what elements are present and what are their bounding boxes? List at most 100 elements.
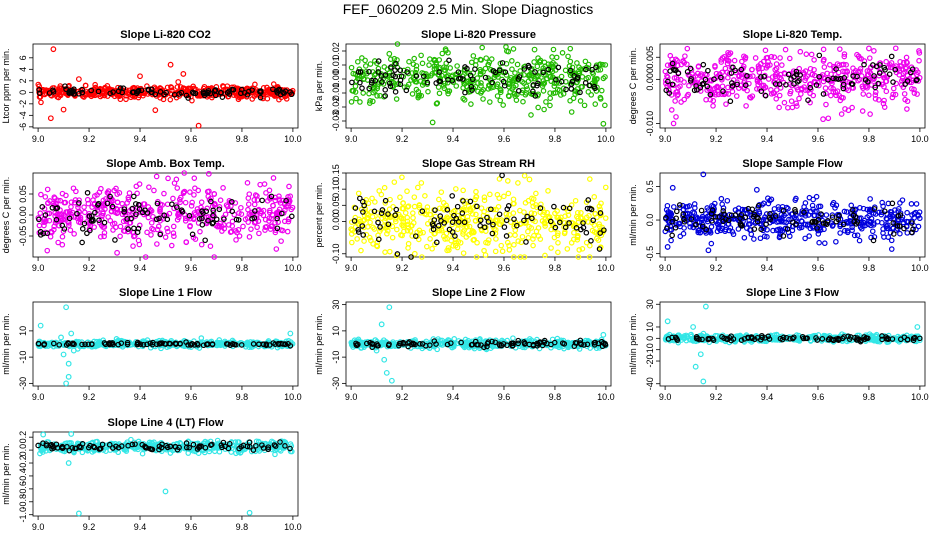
reference-point	[762, 92, 769, 99]
outlier-point	[753, 186, 760, 193]
reference-point	[454, 203, 461, 210]
data-point	[412, 78, 419, 85]
data-point	[71, 231, 77, 237]
data-point	[187, 189, 193, 195]
data-point	[707, 96, 714, 103]
x-tick-label: 9.0	[32, 263, 45, 273]
data-point	[686, 82, 692, 89]
data-point	[443, 60, 450, 67]
data-point	[871, 48, 877, 54]
data-point	[145, 214, 152, 221]
data-point	[381, 184, 388, 191]
outlier-point	[526, 176, 533, 183]
data-point	[914, 91, 920, 97]
y-tick-label: 10	[18, 326, 28, 336]
data-point	[370, 98, 376, 105]
reference-point	[199, 221, 206, 228]
data-point	[468, 59, 475, 66]
reference-point	[148, 86, 155, 93]
data-point	[682, 53, 688, 59]
data-point	[387, 196, 393, 203]
reference-point	[672, 224, 679, 231]
outlier-point	[381, 356, 388, 363]
data-point	[822, 85, 829, 91]
data-point	[751, 236, 757, 242]
data-point	[167, 96, 174, 103]
data-point	[821, 64, 828, 70]
data-point	[36, 222, 43, 229]
data-point	[453, 83, 460, 89]
reference-point	[568, 81, 575, 87]
panel-title: Slope Gas Stream RH	[422, 158, 535, 170]
x-tick-label: 9.0	[345, 263, 358, 273]
data-point	[567, 97, 573, 104]
reference-point	[388, 64, 394, 70]
reference-point	[516, 74, 523, 80]
data-point	[394, 226, 400, 233]
data-point	[848, 202, 855, 209]
data-point	[892, 91, 899, 98]
reference-point	[107, 90, 113, 97]
data-point	[374, 83, 381, 89]
data-point	[411, 194, 418, 200]
data-point	[684, 45, 691, 52]
data-point	[436, 72, 442, 78]
data-point	[436, 196, 442, 203]
data-point	[881, 104, 888, 110]
reference-point	[289, 213, 295, 220]
data-point	[161, 190, 167, 197]
y-tick-label: -30	[331, 377, 341, 390]
data-point	[263, 91, 269, 98]
panel-title: Slope Line 2 Flow	[432, 287, 525, 299]
data-point	[821, 240, 828, 247]
y-axis-label: degrees C per min.	[628, 48, 638, 125]
data-point	[436, 66, 442, 72]
y-tick-label: 0	[18, 90, 28, 95]
data-point	[81, 204, 87, 210]
data-point	[733, 93, 740, 99]
data-point	[832, 89, 839, 96]
y-tick-label: 2	[18, 78, 28, 83]
data-point	[762, 84, 769, 91]
data-point	[597, 96, 604, 102]
reference-point	[720, 88, 726, 95]
reference-point	[669, 232, 675, 239]
y-tick-label: -0.05	[18, 226, 28, 247]
data-point	[509, 58, 515, 64]
data-point	[394, 41, 401, 47]
x-tick-label: 9.4	[761, 134, 774, 144]
x-tick-label: 9.0	[32, 134, 45, 144]
data-point	[599, 61, 606, 68]
data-point	[399, 174, 405, 181]
data-point	[117, 223, 124, 230]
data-point	[796, 65, 803, 72]
reference-point	[145, 86, 151, 93]
data-point	[500, 102, 506, 108]
outlier-point	[383, 369, 390, 376]
data-point	[568, 109, 575, 115]
plot-frame	[659, 43, 926, 129]
data-point	[492, 248, 499, 255]
reference-point	[79, 239, 85, 246]
data-point	[168, 242, 175, 249]
data-point	[520, 98, 526, 105]
data-point	[501, 193, 507, 200]
reference-point	[46, 90, 53, 96]
data-point	[888, 246, 895, 252]
data-point	[802, 235, 808, 242]
data-point	[718, 195, 725, 202]
y-tick-label: 0.02	[331, 42, 341, 60]
data-point	[678, 61, 685, 68]
panel-title: Slope Line 1 Flow	[119, 287, 212, 299]
data-point	[436, 57, 442, 63]
data-point	[816, 239, 822, 246]
reference-point	[455, 69, 462, 75]
data-point	[779, 62, 785, 68]
y-tick-label: 0.00	[331, 70, 341, 88]
data-point	[425, 88, 431, 95]
data-point	[548, 245, 554, 251]
data-point	[564, 246, 571, 252]
data-point	[860, 91, 867, 97]
data-point	[834, 61, 841, 67]
x-tick-label: 9.2	[83, 392, 96, 402]
